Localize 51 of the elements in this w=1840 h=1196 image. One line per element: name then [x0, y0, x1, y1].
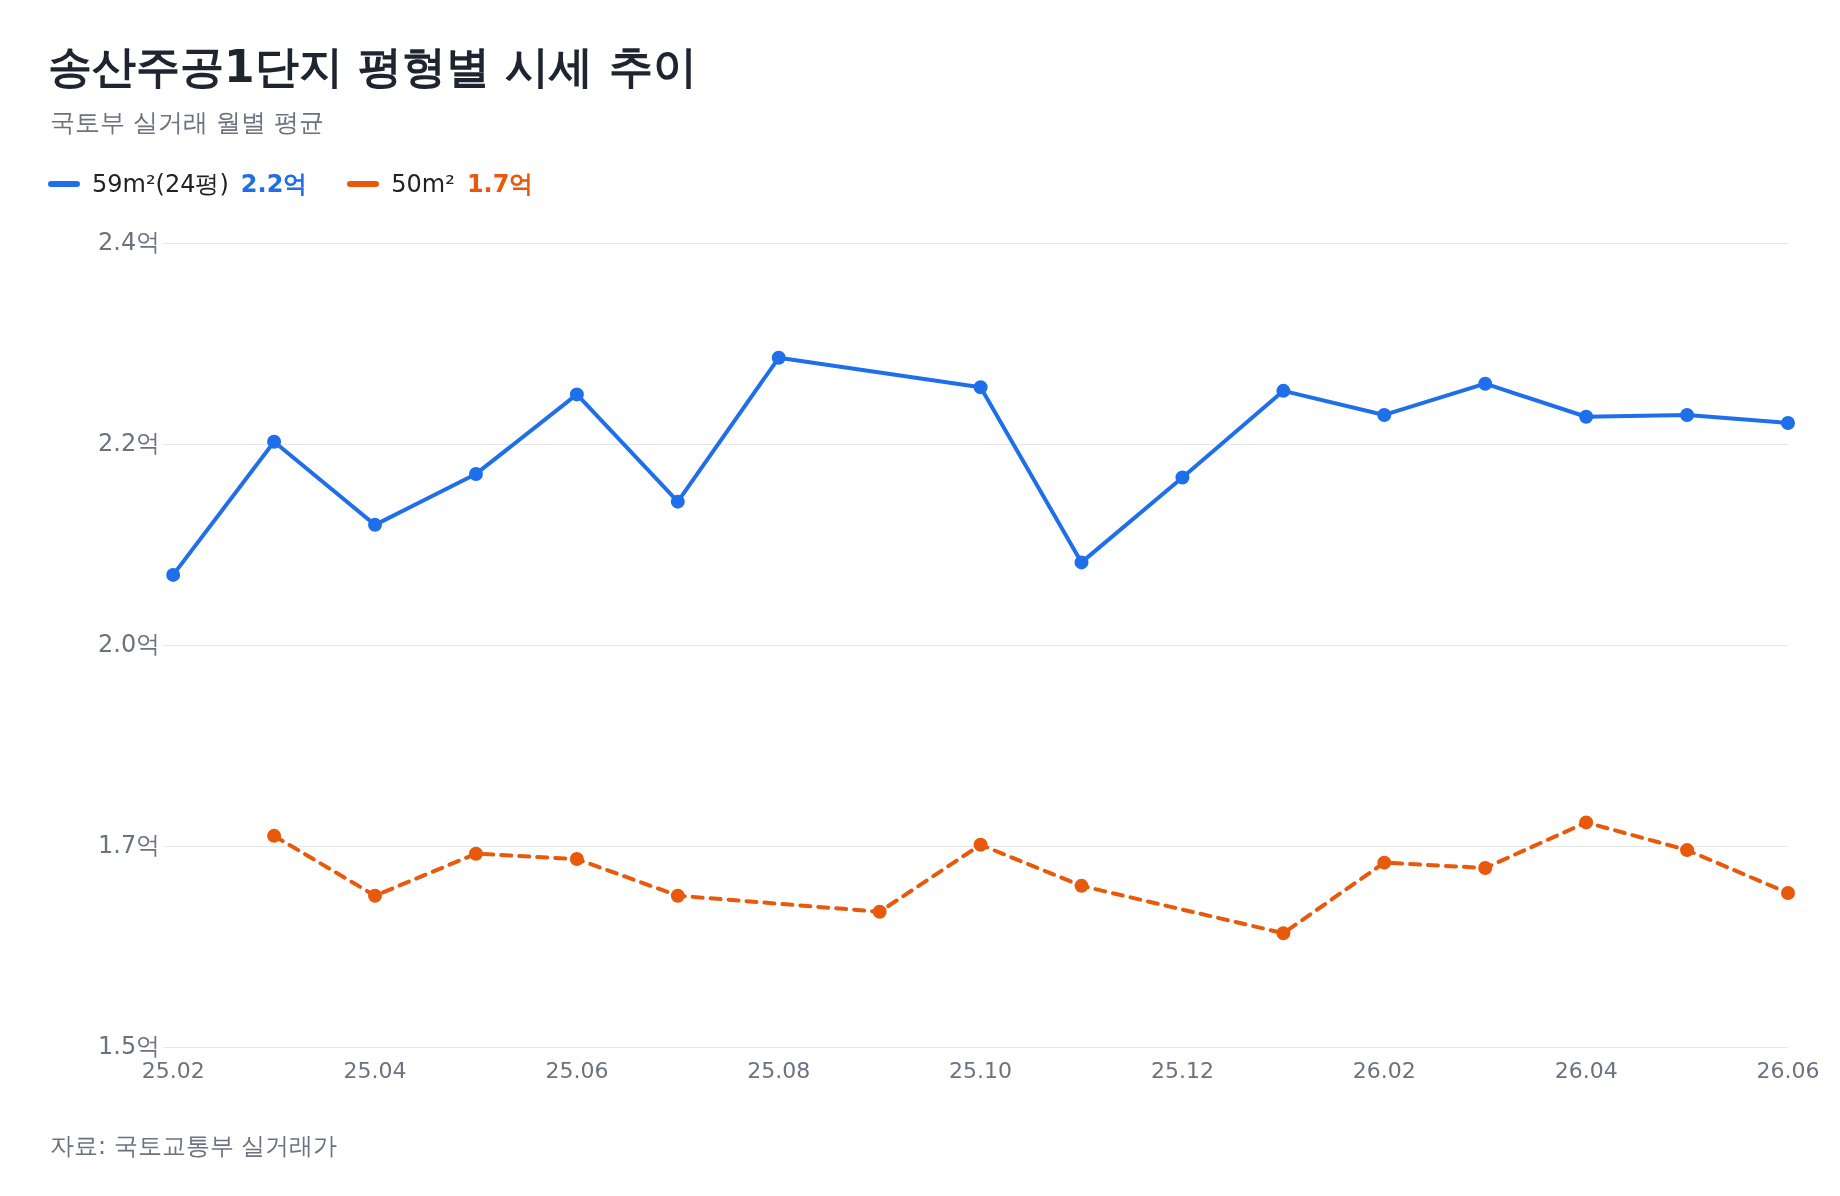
point [368, 888, 383, 903]
x-tick-label: 25.06 [545, 1057, 609, 1083]
point [670, 494, 685, 509]
point [1377, 407, 1392, 422]
y-tick-label: 1.7억 [98, 830, 161, 859]
point [1074, 878, 1089, 893]
point [1377, 855, 1392, 870]
x-tick-label: 25.04 [343, 1057, 407, 1083]
y-tick-label: 1.5억 [98, 1031, 161, 1060]
point [1175, 470, 1190, 485]
point [569, 852, 584, 867]
point [1276, 926, 1291, 941]
point [1579, 409, 1594, 424]
x-tick-label: 26.04 [1554, 1057, 1618, 1083]
y-tick-label: 2.2억 [98, 428, 161, 457]
chart-subtitle: 국토부 실거래 월별 평균 [50, 107, 324, 139]
point [267, 828, 282, 843]
x-tick-label: 25.12 [1150, 1057, 1214, 1083]
point [771, 350, 786, 365]
point [1680, 843, 1695, 858]
point [368, 517, 383, 532]
point [468, 846, 483, 861]
point [468, 466, 483, 481]
chart-title: 송산주공1단지 평형별 시세 추이 [48, 40, 697, 94]
point [267, 434, 282, 449]
point [1074, 555, 1089, 570]
x-tick-label: 25.10 [949, 1057, 1013, 1083]
point [973, 380, 988, 395]
point [1579, 815, 1594, 830]
legend-label: 50m² [391, 170, 455, 198]
point [973, 837, 988, 852]
point [569, 387, 584, 402]
x-tick-label: 25.02 [141, 1057, 205, 1083]
x-tick-label: 26.02 [1352, 1057, 1416, 1083]
point [872, 904, 887, 919]
x-tick-label: 25.08 [747, 1057, 811, 1083]
text: 2.2억 [240, 169, 308, 200]
legend-label: 59m²(24평) [92, 169, 229, 200]
point [1781, 886, 1795, 901]
point [670, 888, 685, 903]
point [1478, 861, 1493, 875]
point [1276, 383, 1291, 398]
point [1478, 376, 1493, 391]
point [1781, 416, 1795, 431]
point [1680, 407, 1695, 422]
y-tick-label: 2.0억 [98, 629, 161, 658]
point [166, 567, 181, 582]
text: 1.7억 [466, 169, 534, 200]
x-tick-label: 26.06 [1756, 1057, 1820, 1083]
y-tick-label: 2.4억 [98, 227, 161, 256]
text: 자료: 국토교통부 실거래가 [50, 1131, 338, 1162]
